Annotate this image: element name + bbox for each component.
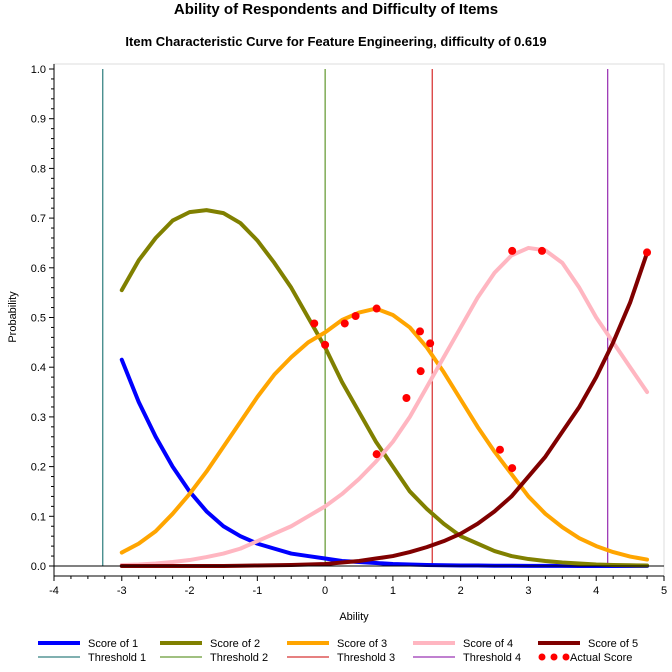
chart-subtitle: Item Characteristic Curve for Feature En…: [125, 34, 546, 49]
x-axis-label: Ability: [339, 611, 369, 623]
x-tick-label: 5: [661, 585, 667, 597]
series-line-score-2: [119, 208, 650, 568]
legend-label-score-3: Score of 3: [337, 638, 387, 650]
legend-label-score-1: Score of 1: [88, 638, 138, 650]
series-line-score-5: [119, 250, 650, 568]
x-tick-label: -1: [252, 585, 262, 597]
x-tick-label: -3: [117, 585, 127, 597]
chart-title: Ability of Respondents and Difficulty of…: [174, 1, 498, 18]
legend-label-threshold-4: Threshold 4: [463, 652, 521, 664]
y-tick-label: 0.7: [31, 213, 46, 225]
actual-score-point: [495, 445, 504, 454]
legend-swatch-actual-score: [550, 653, 558, 661]
y-tick-label: 0.3: [31, 412, 46, 424]
y-tick-label: 0.0: [31, 561, 46, 573]
actual-score-point: [538, 246, 546, 255]
legend-label-score-5: Score of 5: [588, 638, 638, 650]
legend-label-threshold-2: Threshold 2: [210, 652, 268, 664]
actual-score-point: [351, 312, 360, 321]
series-line-score-1: [119, 357, 650, 568]
actual-score-point: [372, 450, 381, 459]
y-tick-label: 0.4: [31, 362, 46, 374]
actual-score-point: [321, 340, 330, 349]
y-tick-label: 0.1: [31, 511, 46, 523]
legend-swatch-actual-score: [538, 653, 546, 661]
threshold-lines: [102, 69, 609, 566]
x-tick-label: 3: [525, 585, 531, 597]
legend-label-threshold-3: Threshold 3: [337, 652, 395, 664]
legend-swatch-actual-score: [562, 653, 570, 661]
legend-label-score-4: Score of 4: [463, 638, 513, 650]
plot-frame: [53, 63, 665, 577]
actual-score-points: [310, 246, 652, 473]
series-line-score-3: [119, 306, 650, 562]
actual-score-point: [310, 319, 319, 328]
x-tick-label: 0: [322, 585, 328, 597]
legend-label-actual-score: Actual Score: [570, 652, 632, 664]
actual-score-point: [426, 339, 435, 348]
y-axis-ticks: 0.0 0.1 0.2 0.3 0.4 0.5 0.6 0.7 0.8 0.9 1.0: [31, 64, 54, 573]
actual-score-point: [508, 246, 517, 255]
actual-score-point: [643, 248, 652, 257]
x-axis-ticks: -4 -3 -2 -1 0 1 2 3 4 5: [49, 576, 667, 597]
series-line-score-4: [119, 245, 650, 568]
actual-score-point: [340, 319, 349, 328]
y-axis-label: Probability: [7, 291, 19, 343]
x-tick-label: -2: [185, 585, 195, 597]
x-tick-label: 4: [593, 585, 599, 597]
y-tick-label: 0.8: [31, 163, 46, 175]
actual-score-point: [416, 367, 425, 376]
series-lines: [119, 208, 650, 568]
actual-score-point: [416, 327, 424, 336]
actual-score-point: [372, 304, 381, 313]
y-tick-label: 1.0: [31, 64, 46, 76]
y-tick-label: 0.6: [31, 263, 46, 275]
actual-score-point: [508, 464, 517, 473]
legend-label-score-2: Score of 2: [210, 638, 260, 650]
legend: Score of 1 Score of 2 Score of 3 Score of 4…: [38, 638, 638, 664]
y-tick-label: 0.2: [31, 462, 46, 474]
legend-label-threshold-1: Threshold 1: [88, 652, 146, 664]
y-tick-label: 0.9: [31, 114, 46, 126]
x-tick-label: 1: [390, 585, 396, 597]
x-tick-label: -4: [49, 585, 59, 597]
x-tick-label: 2: [458, 585, 464, 597]
y-tick-label: 0.5: [31, 313, 46, 325]
actual-score-point: [402, 394, 411, 403]
